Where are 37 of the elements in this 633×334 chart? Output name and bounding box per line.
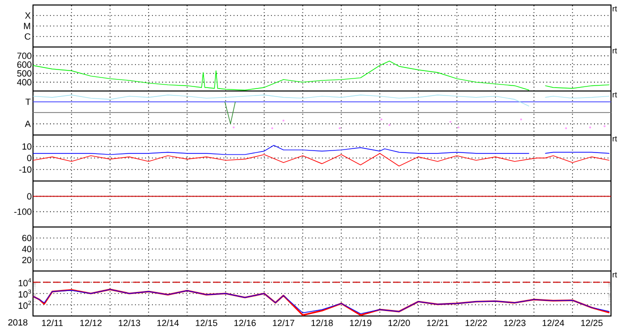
x-tick-label: 12/20: [388, 320, 410, 326]
y-tick-label: -10: [19, 166, 32, 173]
y-tick-label: 10$^{4}$: [18, 278, 32, 286]
x-tick-label: 12/11: [42, 320, 63, 326]
text: C: [24, 33, 30, 40]
text: M: [24, 22, 30, 30]
y-tick-label: 10$^{3}$: [18, 289, 32, 298]
text: X: [25, 12, 31, 19]
y-tick-label: 500: [17, 70, 32, 77]
y-tick-label: 60: [22, 234, 32, 242]
x-tick-label: 12/24: [542, 320, 564, 326]
x-tick-label: 12/12: [80, 320, 102, 326]
y-tick-label: 20: [22, 256, 32, 264]
y-tick-label: 0: [27, 193, 32, 200]
y-tick-label: 600: [17, 61, 32, 68]
y-tick-label: 10$^{2}$: [18, 300, 32, 309]
y-tick-label: 0: [27, 154, 32, 162]
line-series: [32, 153, 610, 166]
x-tick-label: 12/23: [504, 320, 526, 326]
y-tick-label: 700: [17, 52, 32, 59]
x-tick-label: 12/18: [311, 320, 333, 326]
x-tick-label: 12/17: [272, 320, 294, 326]
x-axis-title: 2018: [8, 319, 28, 326]
x-tick-label: 12/19: [350, 320, 372, 326]
y-tick-label: 400: [17, 79, 32, 86]
y-tick-label: 40: [22, 246, 32, 252]
x-tick-label: 12/22: [466, 320, 487, 326]
x-tick-label: 12/16: [234, 320, 256, 326]
x-tick-label: 12/15: [196, 320, 218, 326]
x-tick-label: 12/14: [157, 320, 179, 326]
x-tick-label: 12/13: [118, 320, 140, 326]
x-tick-label: 12/25: [581, 320, 603, 326]
ref-line-label: A: [24, 120, 31, 127]
ref-line-label: T: [26, 98, 31, 105]
y-tick-label: -100: [14, 208, 32, 215]
y-tick-label: 10: [22, 143, 32, 150]
x-tick-label: 12/21: [427, 320, 448, 326]
